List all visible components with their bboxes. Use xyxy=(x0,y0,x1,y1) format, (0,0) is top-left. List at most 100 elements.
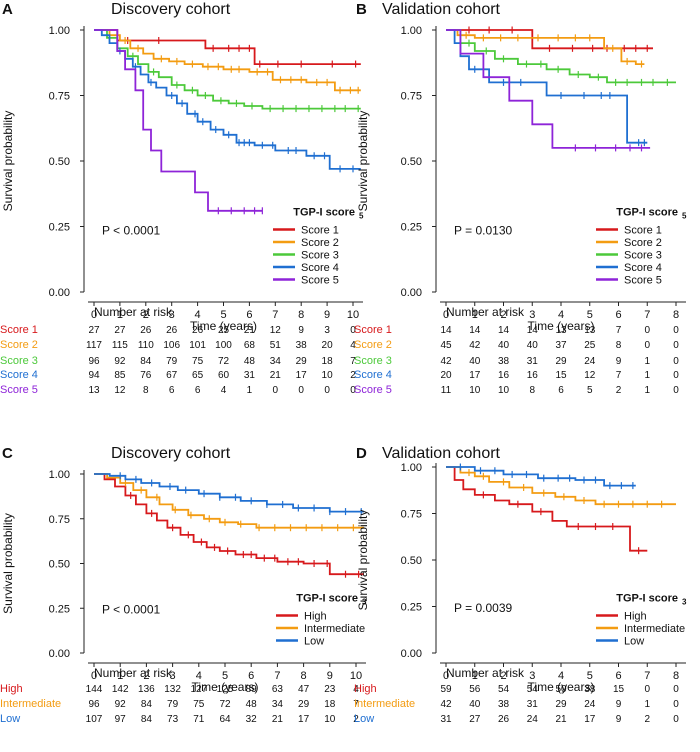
risk-count: 38 xyxy=(498,356,510,367)
risk-count: 96 xyxy=(88,356,100,367)
risk-count: 0 xyxy=(673,684,679,695)
legend-label: High xyxy=(624,611,647,623)
risk-count: 89 xyxy=(246,684,258,695)
x-tick-label: 2 xyxy=(143,670,149,682)
risk-count: 5 xyxy=(587,385,593,396)
x-tick-label: 2 xyxy=(500,670,506,682)
panel-letter: A xyxy=(2,1,13,18)
risk-count: 24 xyxy=(584,699,596,710)
risk-count: 72 xyxy=(218,356,230,367)
risk-count: 4 xyxy=(350,340,356,351)
risk-count: 11 xyxy=(441,385,452,396)
legend-subscript: 5 xyxy=(682,212,687,221)
risk-row-label: Score 1 xyxy=(0,324,38,336)
risk-count: 97 xyxy=(115,714,127,725)
risk-row-label: Score 1 xyxy=(354,324,392,336)
risk-count: 26 xyxy=(498,714,510,725)
risk-count: 15 xyxy=(555,370,567,381)
risk-count: 132 xyxy=(164,684,181,695)
y-tick-label: 0.25 xyxy=(401,602,422,614)
x-axis-label: Time (years) xyxy=(528,680,595,694)
risk-count: 47 xyxy=(298,684,310,695)
risk-count: 54 xyxy=(527,684,539,695)
legend-label: Score 1 xyxy=(624,225,662,237)
risk-count: 17 xyxy=(469,370,481,381)
y-tick-label: 0.25 xyxy=(49,603,70,615)
risk-count: 13 xyxy=(555,325,567,336)
risk-count: 65 xyxy=(192,370,204,381)
risk-count: 7 xyxy=(616,370,622,381)
risk-count: 115 xyxy=(112,340,128,351)
risk-count: 42 xyxy=(440,356,452,367)
x-tick-label: 1 xyxy=(472,309,478,321)
panel-title: Validation cohort xyxy=(382,445,501,462)
legend-label: Score 5 xyxy=(624,275,662,287)
legend-title: TGP-I score xyxy=(616,207,678,219)
risk-row-label: Intermediate xyxy=(354,698,415,710)
x-tick-label: 4 xyxy=(196,670,202,682)
risk-count: 17 xyxy=(296,370,308,381)
x-tick-label: 8 xyxy=(673,670,679,682)
y-tick-label: 0.75 xyxy=(401,509,422,521)
x-tick-label: 10 xyxy=(347,309,359,321)
risk-count: 10 xyxy=(322,370,334,381)
risk-count: 94 xyxy=(88,370,100,381)
risk-count: 24 xyxy=(527,714,539,725)
risk-count: 40 xyxy=(527,340,539,351)
risk-count: 8 xyxy=(616,340,622,351)
km-curve-low xyxy=(446,466,636,487)
risk-row-label: Intermediate xyxy=(0,698,61,710)
y-tick-label: 0.25 xyxy=(49,222,70,234)
risk-row-label: Low xyxy=(0,713,20,725)
risk-count: 34 xyxy=(272,699,284,710)
risk-row-label: Score 5 xyxy=(354,384,392,396)
risk-count: 29 xyxy=(555,356,567,367)
panel-title: Discovery cohort xyxy=(111,445,231,462)
risk-count: 0 xyxy=(673,385,679,396)
legend-label: Score 3 xyxy=(301,250,339,262)
risk-count: 0 xyxy=(673,356,679,367)
p-value: P = 0.0039 xyxy=(454,601,512,615)
risk-count: 48 xyxy=(244,356,256,367)
risk-count: 101 xyxy=(189,340,206,351)
risk-count: 13 xyxy=(88,385,100,396)
risk-count: 50 xyxy=(555,684,567,695)
p-value: P < 0.0001 xyxy=(102,603,160,617)
risk-count: 9 xyxy=(616,699,622,710)
panel-title: Discovery cohort xyxy=(111,1,231,18)
y-tick-label: 1.00 xyxy=(49,25,70,37)
risk-count: 76 xyxy=(140,370,152,381)
risk-count: 14 xyxy=(527,325,539,336)
risk-count: 0 xyxy=(273,385,279,396)
risk-count: 0 xyxy=(350,325,356,336)
risk-count: 7 xyxy=(350,356,356,367)
risk-count: 75 xyxy=(192,356,204,367)
km-curve-score-5 xyxy=(94,29,263,212)
panel-title: Validation cohort xyxy=(382,1,501,18)
risk-count: 17 xyxy=(584,714,596,725)
x-tick-label: 5 xyxy=(220,309,226,321)
risk-count: 48 xyxy=(246,699,258,710)
y-tick-label: 0.50 xyxy=(401,555,422,567)
risk-count: 56 xyxy=(469,684,481,695)
y-tick-label: 1.00 xyxy=(401,462,422,474)
risk-count: 25 xyxy=(218,325,230,336)
risk-count: 71 xyxy=(193,714,205,725)
risk-count: 16 xyxy=(498,370,510,381)
y-tick-label: 0.25 xyxy=(401,222,422,234)
risk-row-label: High xyxy=(0,683,23,695)
risk-count: 100 xyxy=(215,340,232,351)
risk-row-label: Score 3 xyxy=(0,355,38,367)
y-tick-label: 0.75 xyxy=(49,514,70,526)
risk-count: 72 xyxy=(219,699,231,710)
risk-count: 63 xyxy=(272,684,284,695)
legend-label: Intermediate xyxy=(624,623,685,635)
risk-count: 29 xyxy=(555,699,567,710)
risk-count: 92 xyxy=(115,699,127,710)
x-tick-label: 5 xyxy=(587,670,593,682)
risk-count: 31 xyxy=(527,699,539,710)
risk-count: 38 xyxy=(584,684,596,695)
risk-count: 45 xyxy=(440,340,452,351)
risk-count: 42 xyxy=(440,699,452,710)
